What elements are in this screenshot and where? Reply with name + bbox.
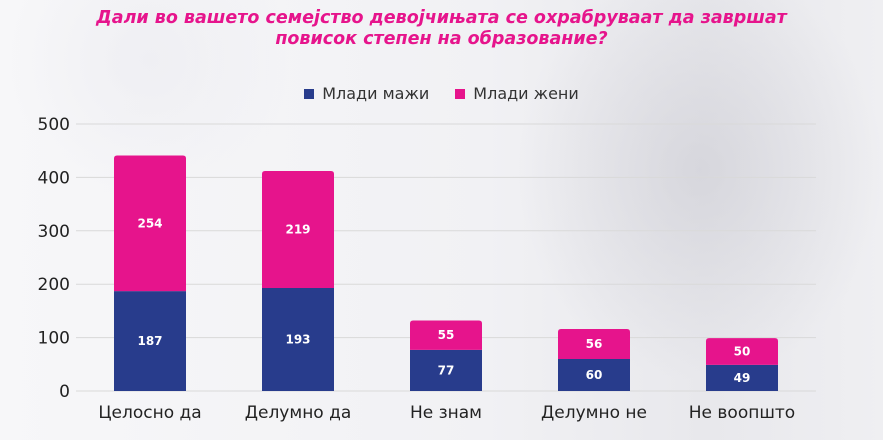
data-label-women: 56 (586, 337, 603, 351)
data-label-women: 219 (285, 222, 310, 236)
legend: Млади мажи Млади жени (0, 84, 883, 103)
x-category-label: Не знам (410, 403, 482, 423)
chart-title-line-1: Дали во вашето семејство девојчињата се … (96, 8, 787, 28)
data-label-men: 187 (137, 334, 162, 348)
x-category-label: Делумно да (245, 403, 352, 423)
bar-women (114, 155, 186, 292)
bar-women (410, 320, 482, 350)
legend-item-men: Млади мажи (304, 84, 429, 103)
data-label-men: 77 (438, 363, 455, 377)
data-label-men: 60 (586, 368, 603, 382)
data-label-men: 193 (285, 332, 310, 346)
y-tick-label: 100 (38, 329, 70, 349)
chart-title-line-2: повисок степен на образование? (275, 29, 608, 49)
bar-men (262, 287, 334, 391)
data-labels: 187 254 193 219 77 55 60 56 49 50 (137, 216, 750, 385)
data-label-women: 55 (438, 328, 455, 342)
legend-label-men: Млади мажи (322, 84, 430, 103)
bar-women (558, 329, 630, 359)
bar-men (114, 291, 186, 391)
data-label-women: 254 (137, 216, 162, 230)
legend-swatch-women (455, 88, 466, 99)
bars (114, 155, 778, 391)
y-tick-label: 500 (38, 115, 70, 135)
y-tick-label: 200 (38, 275, 70, 295)
x-axis-labels: Целосно да Делумно да Не знам Делумно не Не … (98, 403, 795, 423)
y-axis-ticks: 0 100 200 300 400 500 (38, 115, 70, 402)
bar-men (410, 349, 482, 391)
bar-women (262, 170, 334, 288)
bar-men (558, 358, 630, 391)
x-category-label: Целосно да (98, 403, 201, 423)
x-category-label: Делумно не (541, 403, 647, 423)
data-label-women: 50 (734, 344, 751, 358)
y-tick-label: 400 (38, 168, 70, 188)
y-tick-label: 0 (59, 382, 70, 402)
legend-label-women: Млади жени (473, 84, 579, 103)
chart-title: Дали во вашето семејство девојчињата се … (40, 8, 843, 50)
bar-women (706, 338, 778, 365)
legend-item-women: Млади жени (455, 84, 579, 103)
bar-men (706, 364, 778, 391)
data-label-men: 49 (734, 371, 751, 385)
y-tick-label: 300 (38, 222, 70, 242)
x-category-label: Не воопшто (689, 403, 795, 423)
legend-swatch-men (304, 88, 315, 99)
